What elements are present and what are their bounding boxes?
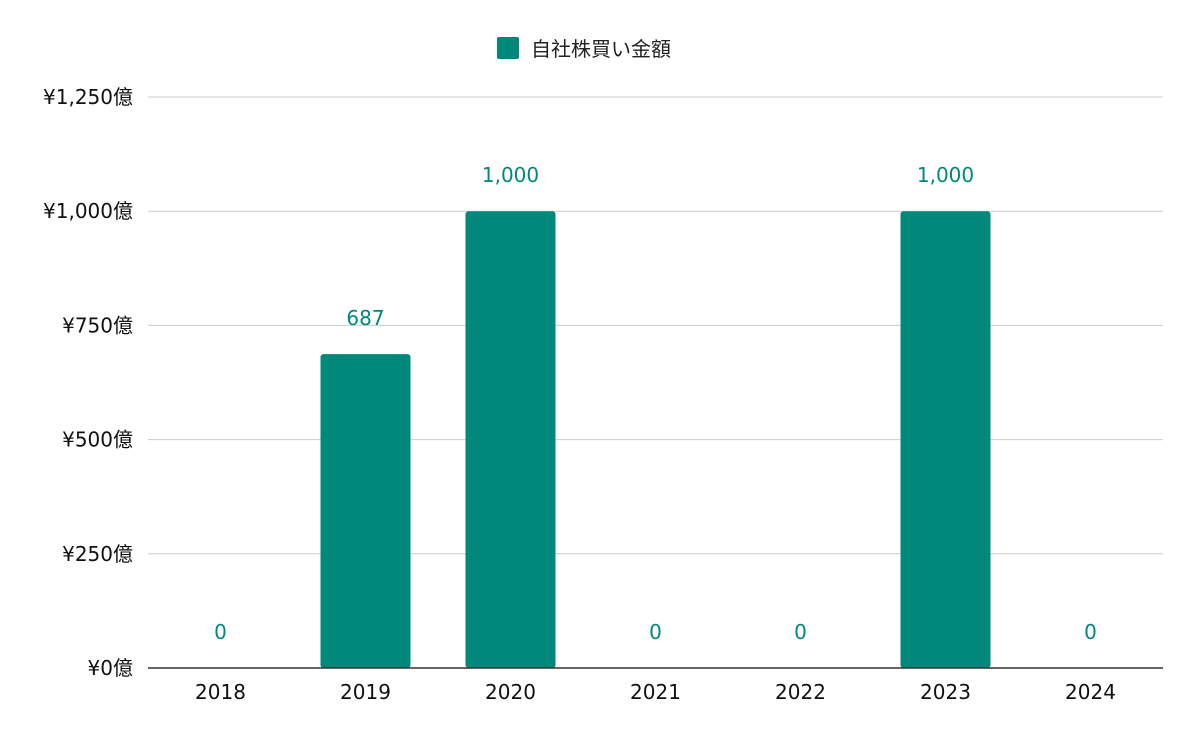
data-label: 687 [346, 306, 384, 330]
data-label: 1,000 [482, 163, 539, 187]
bars [320, 211, 991, 668]
data-label: 0 [1084, 620, 1097, 644]
y-tick-label: ¥1,000億 [43, 199, 133, 223]
x-tick-label: 2023 [920, 680, 971, 704]
y-tick-label: ¥1,250億 [43, 85, 133, 109]
x-tick-label: 2024 [1065, 680, 1116, 704]
bar [465, 211, 556, 668]
x-tick-label: 2021 [630, 680, 681, 704]
legend: 自社株買い金額 [497, 37, 671, 61]
x-tick-label: 2018 [195, 680, 246, 704]
gridlines [148, 96, 1163, 555]
y-tick-label: ¥0億 [88, 656, 133, 680]
x-tick-label: 2020 [485, 680, 536, 704]
data-label: 0 [794, 620, 807, 644]
y-tick-label: ¥500億 [62, 428, 133, 452]
data-label: 1,000 [917, 163, 974, 187]
legend-label: 自社株買い金額 [531, 37, 671, 61]
bar [900, 211, 991, 668]
y-axis: ¥0億 ¥250億 ¥500億 ¥750億 ¥1,000億 ¥1,250億 [43, 85, 133, 680]
y-tick-label: ¥750億 [62, 313, 133, 337]
data-label: 0 [649, 620, 662, 644]
data-label: 0 [214, 620, 227, 644]
x-tick-label: 2019 [340, 680, 391, 704]
data-labels: 0 687 1,000 0 0 1,000 0 [214, 163, 1097, 644]
x-axis: 2018 2019 2020 2021 2022 2023 2024 [148, 667, 1163, 704]
y-tick-label: ¥250億 [62, 542, 133, 566]
x-tick-label: 2022 [775, 680, 826, 704]
legend-swatch [497, 37, 519, 59]
bar [320, 354, 411, 668]
